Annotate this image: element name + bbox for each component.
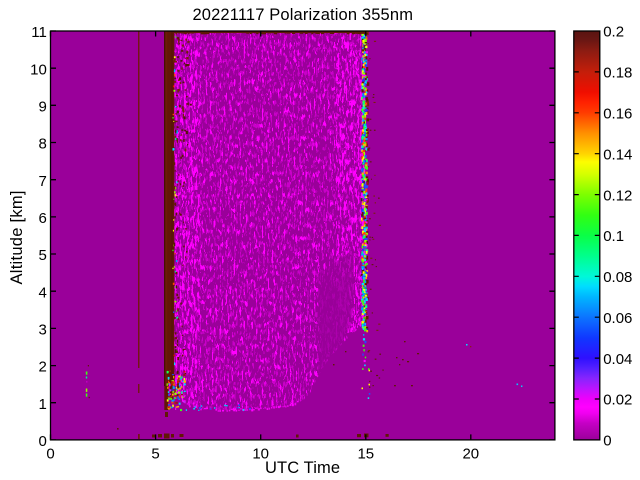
svg-text:0: 0 [38,433,46,450]
svg-text:10: 10 [30,61,47,78]
svg-text:0.14: 0.14 [603,146,632,163]
svg-text:0.08: 0.08 [603,269,632,286]
svg-text:20221117 Polarization 355nm: 20221117 Polarization 355nm [192,6,413,24]
svg-text:1: 1 [38,396,46,413]
svg-text:0.2: 0.2 [603,24,624,41]
svg-text:0.16: 0.16 [603,106,632,123]
svg-text:0.04: 0.04 [603,351,632,368]
svg-text:4: 4 [38,284,46,301]
svg-text:0: 0 [46,446,54,463]
svg-text:20: 20 [462,446,479,463]
svg-text:0.12: 0.12 [603,187,632,204]
svg-text:3: 3 [38,322,46,339]
svg-text:0.02: 0.02 [603,392,632,409]
svg-text:15: 15 [357,446,374,463]
svg-text:9: 9 [38,98,46,115]
svg-text:2: 2 [38,359,46,376]
svg-text:5: 5 [38,247,46,264]
svg-text:11: 11 [31,24,47,41]
svg-text:0.1: 0.1 [603,228,624,245]
svg-text:7: 7 [38,173,46,190]
svg-text:6: 6 [38,210,46,227]
svg-text:Altitude [km]: Altitude [km] [8,191,26,285]
svg-text:0: 0 [603,433,611,450]
svg-text:5: 5 [151,446,159,463]
svg-text:10: 10 [252,446,269,463]
svg-text:UTC Time: UTC Time [265,459,340,477]
svg-text:8: 8 [38,136,46,153]
svg-text:0.06: 0.06 [603,310,632,327]
svg-text:0.18: 0.18 [603,65,632,82]
